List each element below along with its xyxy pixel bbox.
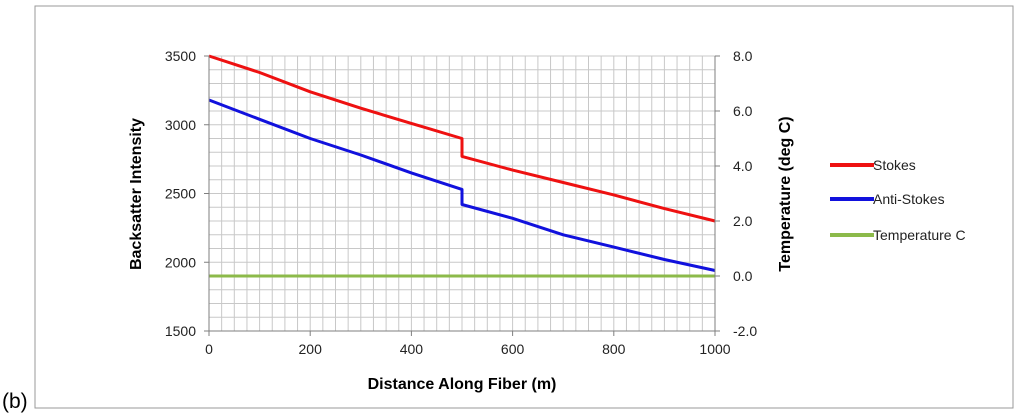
y-tick-label: 3000 bbox=[165, 117, 196, 133]
x-tick-label: 200 bbox=[299, 341, 323, 357]
y2-tick-label: 8.0 bbox=[733, 48, 753, 64]
panel-label: (b) bbox=[2, 390, 28, 413]
y2-tick-label: 4.0 bbox=[733, 158, 753, 174]
legend-label: Temperature C bbox=[873, 227, 966, 243]
y2-tick-label: -2.0 bbox=[733, 323, 757, 339]
x-tick-label: 1000 bbox=[699, 341, 730, 357]
y-tick-label: 2000 bbox=[165, 254, 196, 270]
series-line bbox=[208, 54, 716, 223]
y2-tick-label: 2.0 bbox=[733, 213, 753, 229]
x-tick-label: 0 bbox=[205, 341, 213, 357]
series-line bbox=[208, 98, 716, 272]
x-tick-label: 400 bbox=[400, 341, 424, 357]
x-axis-title: Distance Along Fiber (m) bbox=[368, 376, 557, 393]
y-tick-label: 1500 bbox=[165, 323, 196, 339]
legend-label: Anti-Stokes bbox=[873, 191, 945, 207]
series-group bbox=[208, 54, 716, 278]
legend: Stokes Anti-Stokes Temperature C bbox=[830, 157, 966, 243]
x-tick-label: 600 bbox=[501, 341, 525, 357]
legend-label: Stokes bbox=[873, 157, 916, 173]
y2-axis-title: Temperature (deg C) bbox=[777, 116, 794, 271]
y2-tick-label: 0.0 bbox=[733, 268, 753, 284]
axes: 0 200 400 600 800 1000 1500 2000 2500 3000 3500 -2.… bbox=[165, 48, 757, 357]
y-axis-title: Backsatter Intensity bbox=[128, 118, 145, 270]
y2-tick-label: 6.0 bbox=[733, 103, 753, 119]
y-tick-label: 2500 bbox=[165, 186, 196, 202]
chart-border bbox=[34, 5, 1014, 409]
x-tick-label: 800 bbox=[602, 341, 626, 357]
y-tick-label: 3500 bbox=[165, 48, 196, 64]
